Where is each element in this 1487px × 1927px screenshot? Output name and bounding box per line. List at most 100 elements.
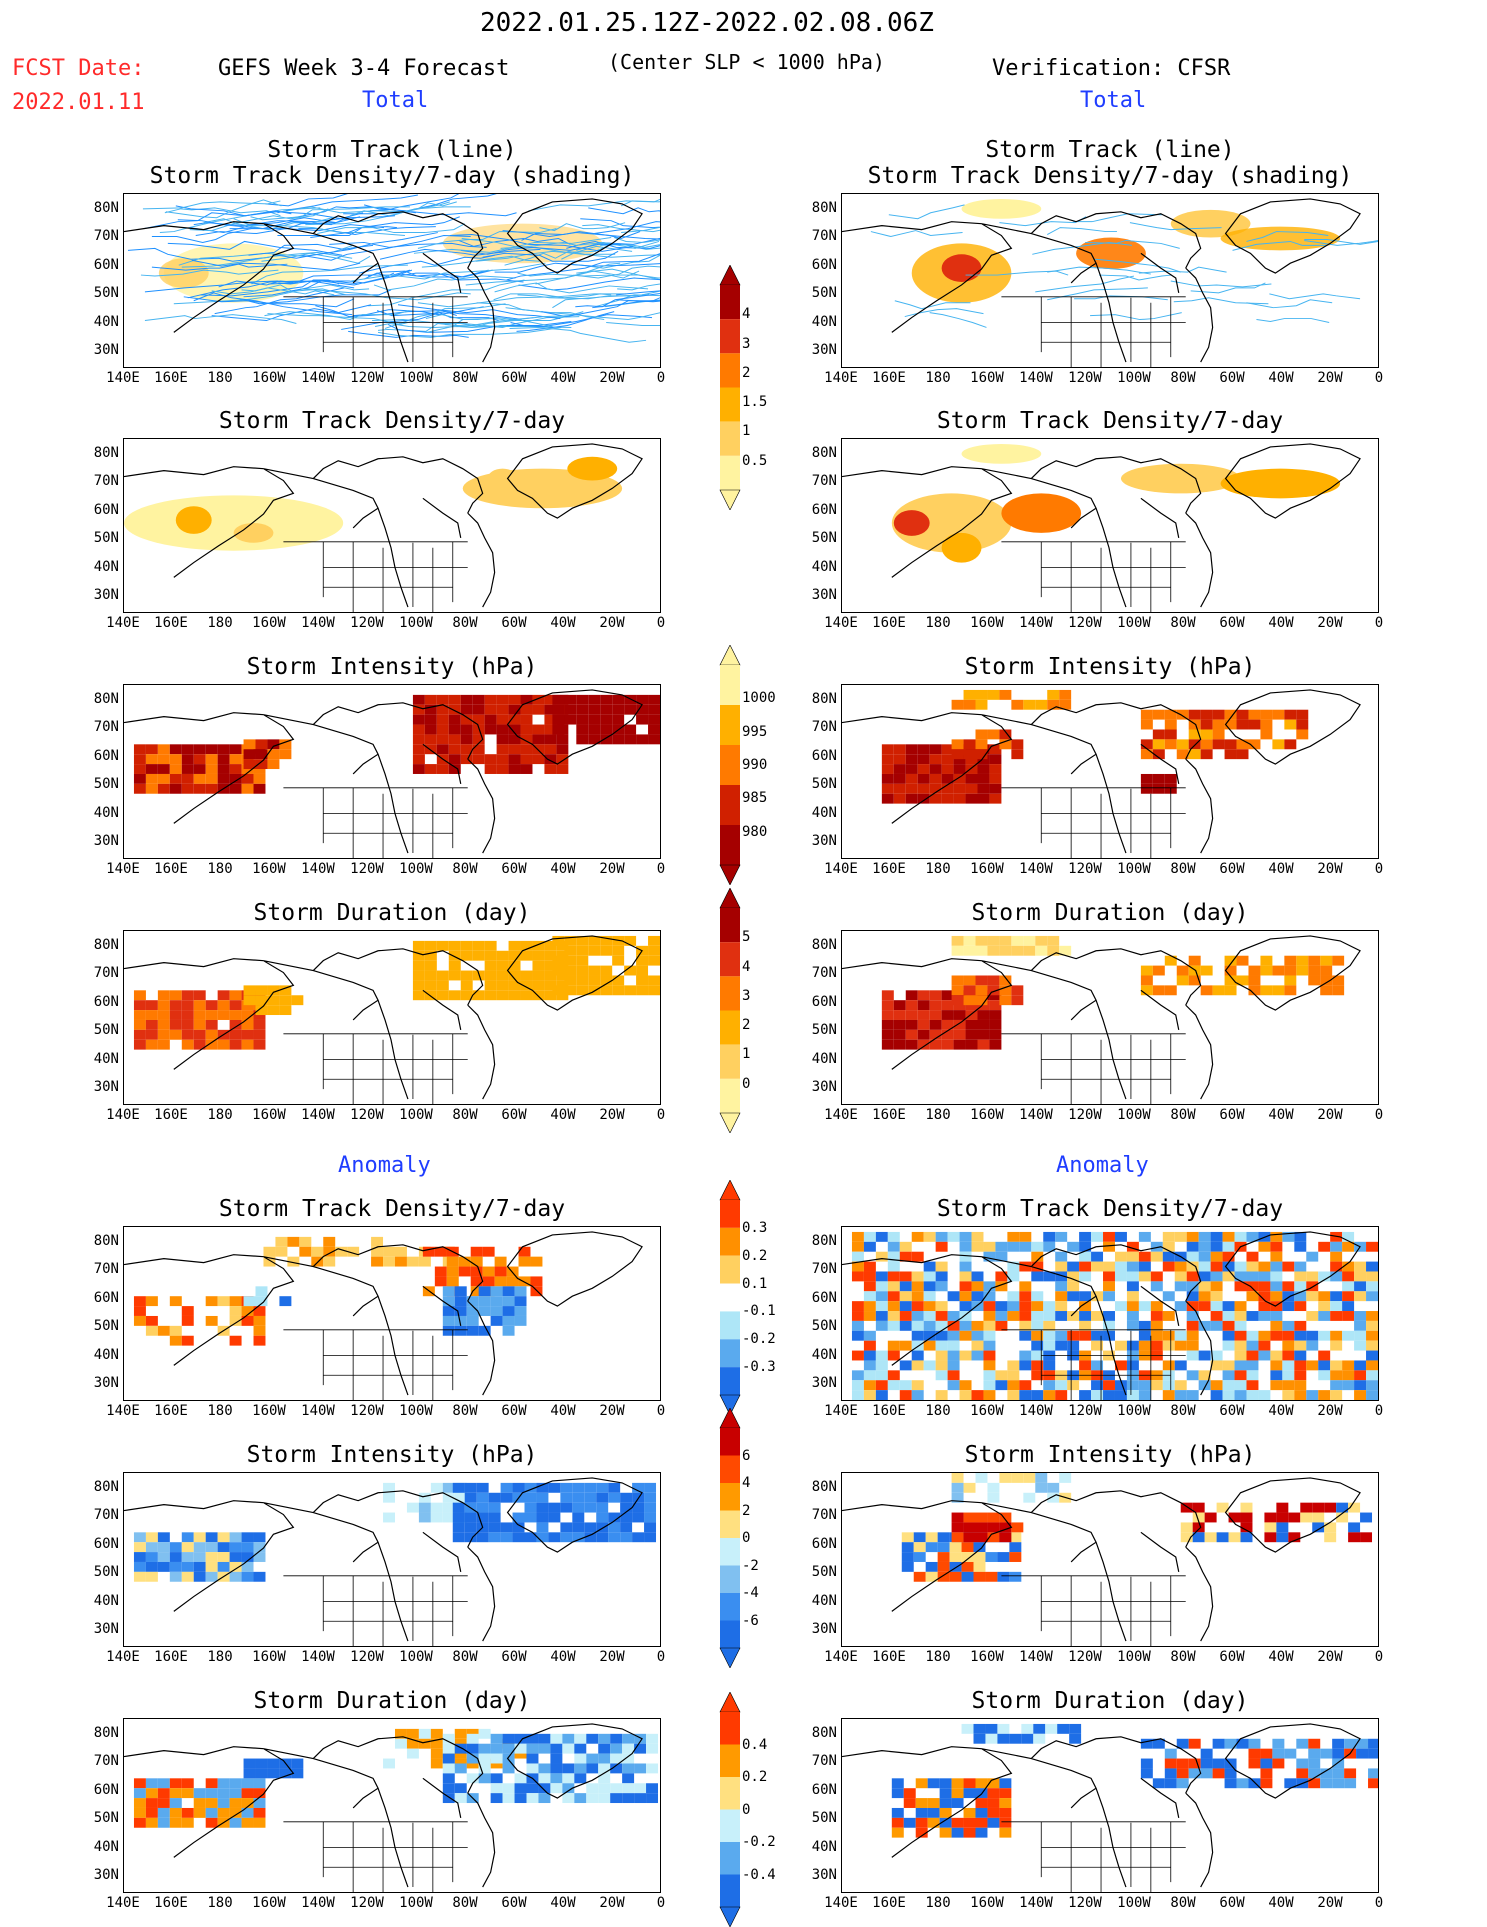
grid-cell: [496, 704, 509, 715]
grid-cell: [1091, 1231, 1104, 1242]
lon-tick-label: 40W: [550, 370, 576, 386]
grid-cell: [1284, 709, 1297, 720]
grid-cell: [887, 1350, 900, 1361]
grid-cell: [1091, 1340, 1104, 1351]
lon-tick-label: 160W: [970, 861, 1004, 877]
grid-cell: [383, 1492, 395, 1503]
lat-tick-label: 30N: [811, 1079, 837, 1095]
grid-cell: [1320, 985, 1333, 996]
grid-cell: [1162, 1390, 1175, 1400]
grid-cell: [193, 1788, 206, 1799]
grid-cell: [1216, 1532, 1229, 1543]
lat-tick-label: 70N: [93, 719, 119, 735]
grid-cell: [1043, 1311, 1056, 1321]
grid-cell: [1294, 1330, 1307, 1341]
grid-cell: [1021, 1723, 1034, 1734]
grid-cell: [923, 1340, 936, 1351]
grid-cell: [1198, 1231, 1211, 1242]
grid-cell: [1047, 935, 1060, 946]
map-panel: [123, 930, 661, 1105]
lon-tick-label: 100W: [399, 370, 433, 386]
grid-cell: [983, 1350, 996, 1361]
colorbar-segment: [720, 1311, 740, 1340]
grid-cell: [624, 985, 637, 996]
grid-cell: [1236, 1738, 1249, 1749]
colorbar-scale: [719, 888, 741, 1133]
grid-cell: [584, 1492, 597, 1503]
grid-cell: [648, 935, 660, 946]
grid-cell: [1009, 1733, 1022, 1744]
grid-cell: [1069, 1733, 1082, 1744]
grid-cell: [532, 694, 545, 705]
storm-track-line: [1085, 239, 1180, 249]
grid-cell: [887, 1311, 900, 1321]
grid-cell: [436, 734, 449, 745]
grid-cell: [917, 754, 930, 765]
grid-cell: [875, 1291, 888, 1302]
grid-cell: [472, 950, 485, 961]
grid-cell: [514, 1315, 527, 1326]
grid-cell: [243, 749, 256, 760]
colorbar-scale: [719, 1408, 741, 1668]
grid-cell: [169, 783, 182, 794]
coastline: [124, 198, 643, 363]
grid-cell: [1272, 1738, 1285, 1749]
grid-cell: [1186, 1370, 1199, 1381]
grid-cell: [253, 1029, 266, 1040]
grid-cell: [1035, 1473, 1048, 1483]
grid-cell: [1234, 1320, 1247, 1331]
grid-cell: [1224, 719, 1237, 730]
grid-cell: [1320, 965, 1333, 976]
storm-track-line: [159, 207, 321, 234]
grid-cell: [851, 1370, 864, 1381]
grid-cell: [544, 754, 557, 765]
grid-cell: [951, 1482, 964, 1493]
grid-cell: [622, 1743, 635, 1754]
grid-cell: [454, 1325, 467, 1336]
grid-cell: [1320, 955, 1333, 966]
grid-cell: [560, 1522, 573, 1533]
grid-cell: [941, 764, 954, 774]
grid-cell: [1164, 1758, 1177, 1769]
grid-cell: [1162, 1241, 1175, 1252]
grid-cell: [217, 1296, 230, 1307]
colorbar-segment: [720, 455, 740, 490]
grid-cell: [157, 1552, 170, 1562]
grid-cell: [1043, 1241, 1056, 1252]
lon-tick-label: 140E: [824, 370, 858, 386]
grid-cell: [947, 1311, 960, 1321]
grid-cell: [145, 1296, 158, 1307]
grid-cell: [636, 714, 649, 725]
coastline: [124, 1723, 643, 1888]
grid-cell: [518, 1276, 531, 1287]
grid-cell: [454, 1728, 467, 1739]
storm-track-line: [1170, 280, 1272, 288]
grid-cell: [881, 1010, 894, 1020]
grid-cell: [893, 1000, 906, 1011]
colorbar-segment: [720, 1339, 740, 1368]
storm-track-line: [277, 226, 398, 237]
lon-tick-label: 60W: [501, 615, 527, 631]
grid-cell: [905, 773, 918, 784]
grid-cell: [1260, 1758, 1273, 1769]
grid-cell: [520, 694, 533, 705]
grid-cell: [205, 1019, 218, 1030]
grid-cell: [412, 744, 425, 755]
grid-cell: [1366, 1241, 1378, 1252]
lon-tick-label: 120W: [350, 861, 384, 877]
grid-cell: [917, 744, 930, 755]
grid-cell: [1354, 1320, 1367, 1331]
grid-cell: [1152, 773, 1165, 784]
grid-cell: [1031, 1311, 1044, 1321]
grid-cell: [1332, 975, 1345, 986]
grid-cell: [434, 1246, 447, 1257]
grid-cell: [169, 744, 182, 755]
grid-cell: [484, 694, 497, 705]
lon-tick-label: 180: [207, 615, 233, 631]
grid-cell: [899, 1301, 912, 1312]
colorbar-segment: [720, 421, 740, 456]
grid-cell: [903, 1817, 916, 1828]
grid-cell: [863, 1301, 876, 1312]
coastline: [842, 1723, 1361, 1888]
grid-cell: [1200, 709, 1213, 720]
